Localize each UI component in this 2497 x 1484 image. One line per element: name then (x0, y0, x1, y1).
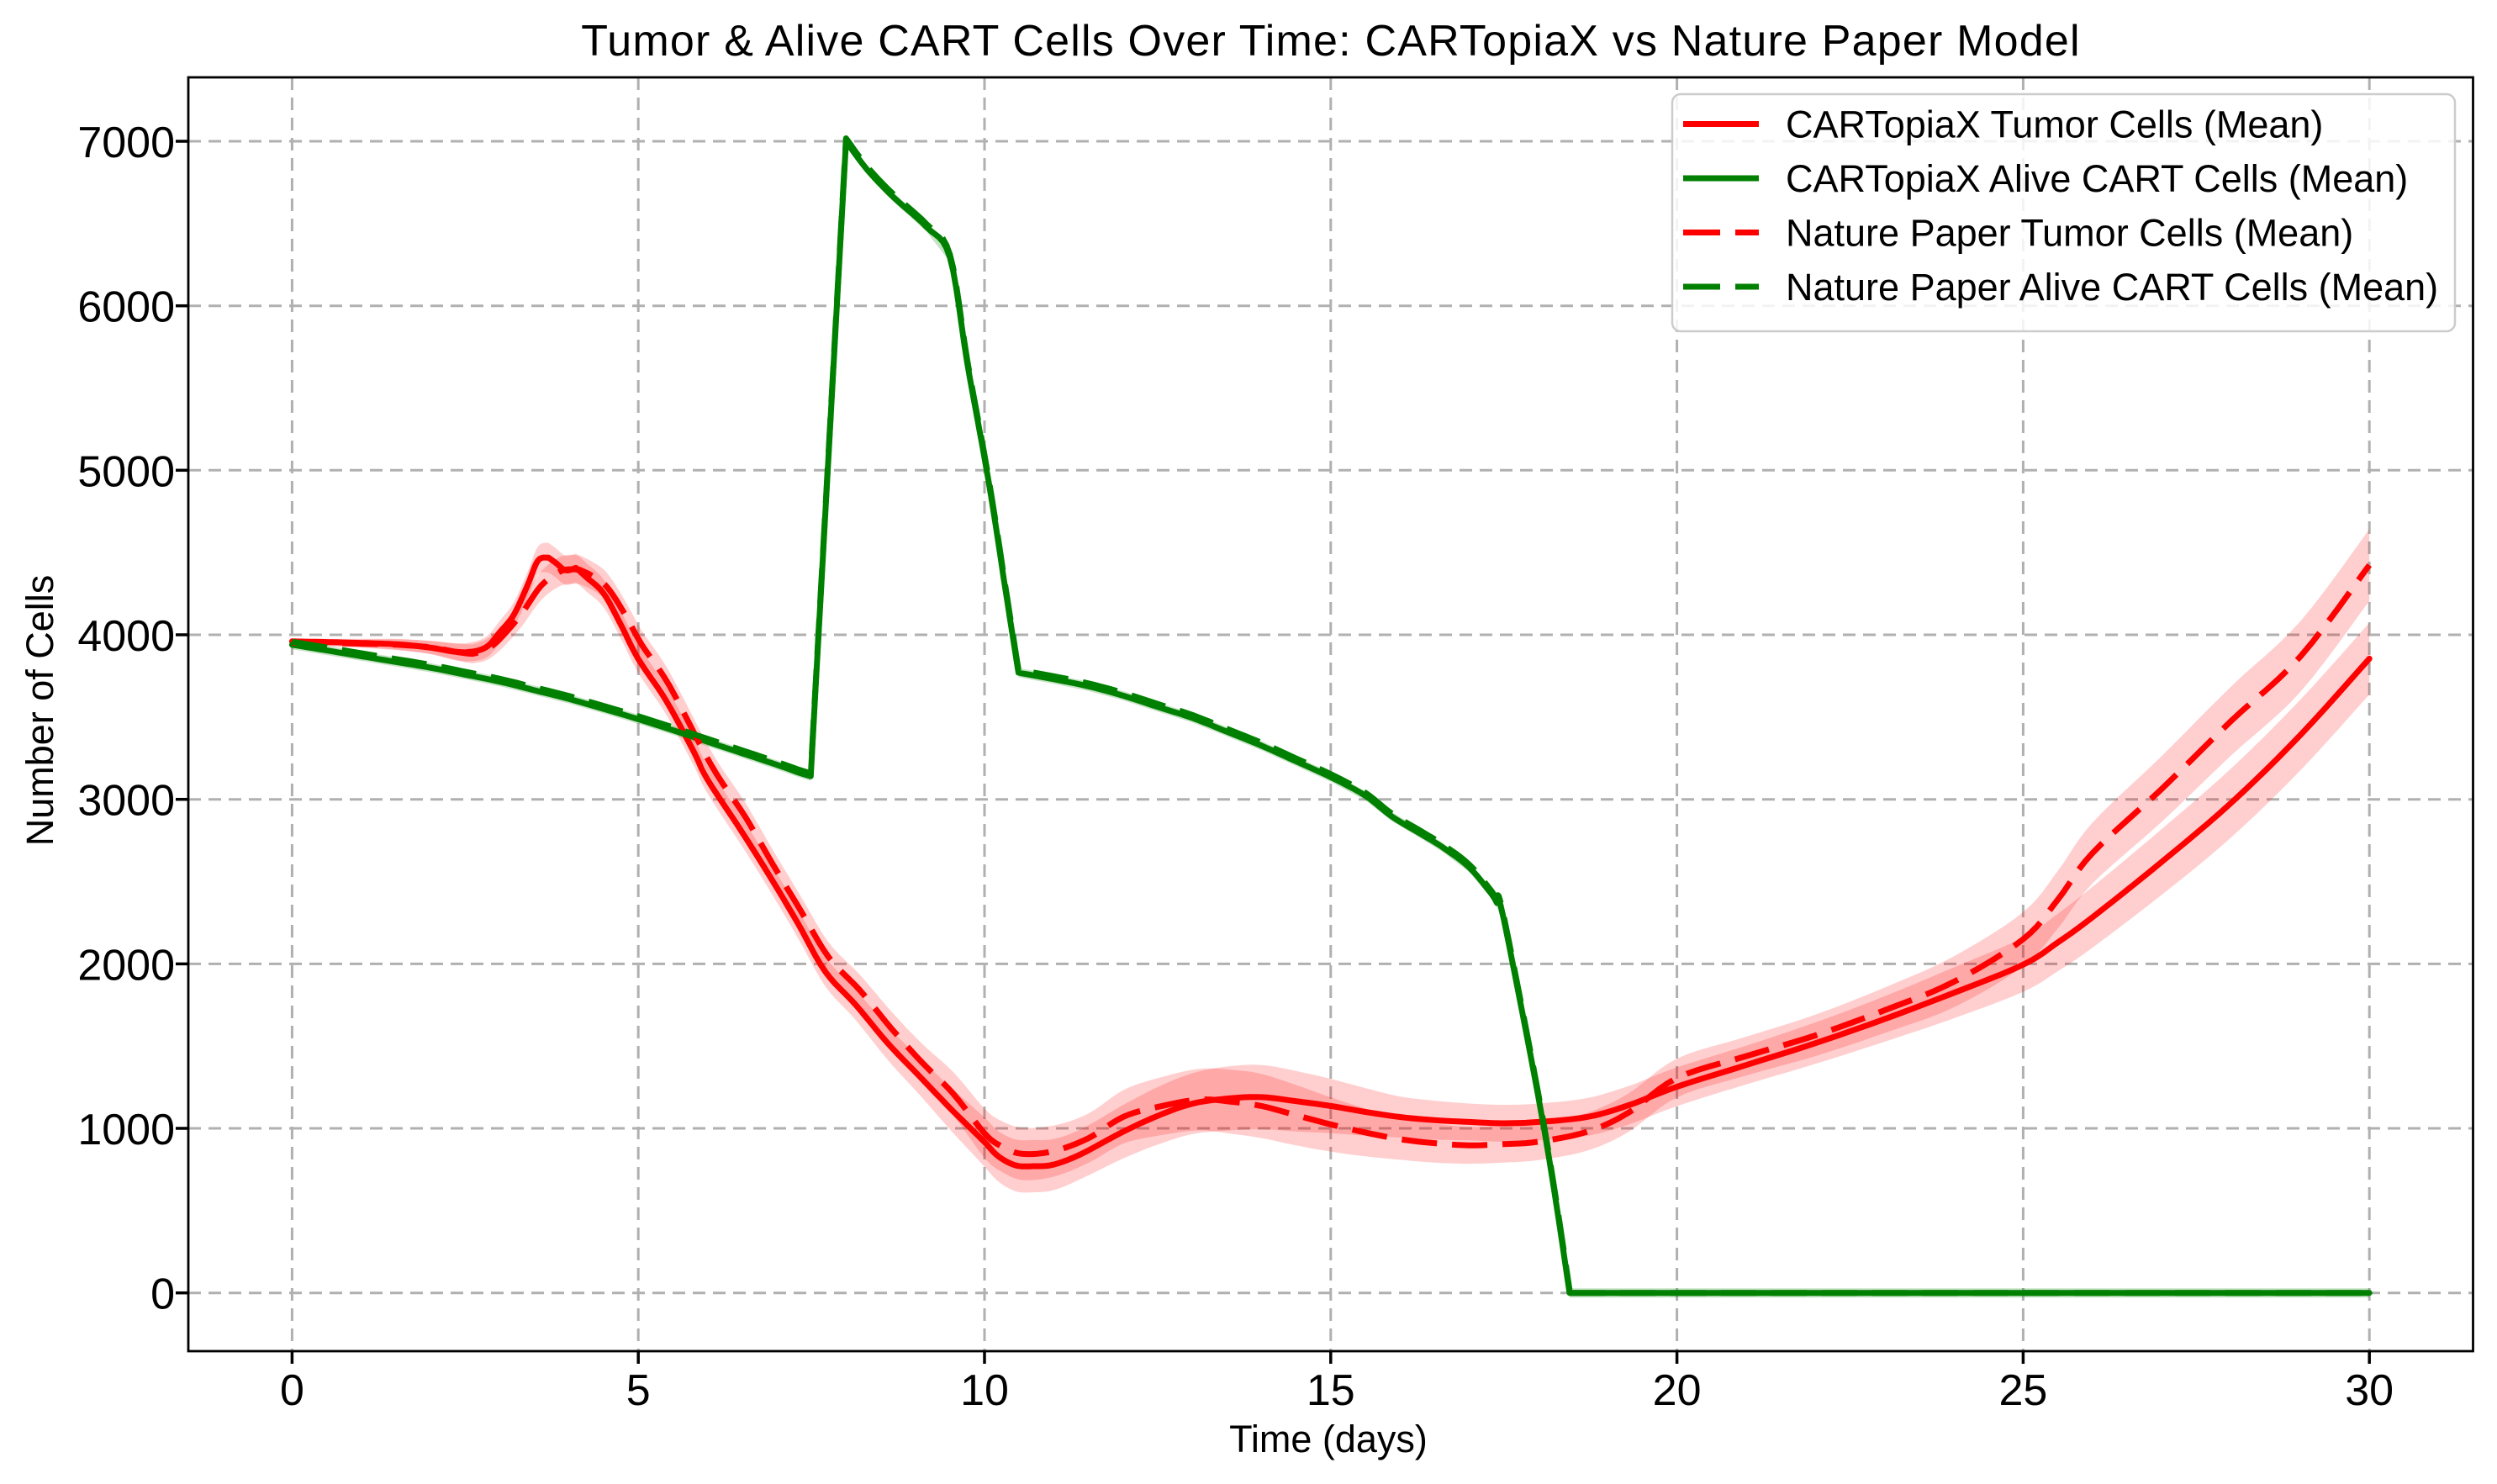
svg-text:Nature Paper Tumor Cells (Mean: Nature Paper Tumor Cells (Mean) (1786, 211, 2353, 254)
svg-text:5: 5 (626, 1366, 651, 1415)
svg-text:30: 30 (2345, 1366, 2394, 1415)
svg-text:CARTopiaX Alive CART Cells (Me: CARTopiaX Alive CART Cells (Mean) (1786, 157, 2408, 200)
svg-text:7000: 7000 (77, 119, 175, 167)
svg-text:5000: 5000 (77, 447, 175, 496)
svg-text:Nature Paper Alive CART Cells: Nature Paper Alive CART Cells (Mean) (1786, 266, 2438, 309)
svg-text:0: 0 (280, 1366, 304, 1415)
svg-text:2000: 2000 (77, 941, 175, 990)
svg-text:4000: 4000 (77, 612, 175, 661)
svg-text:20: 20 (1653, 1366, 1702, 1415)
svg-text:15: 15 (1307, 1366, 1355, 1415)
svg-text:CARTopiaX Tumor Cells (Mean): CARTopiaX Tumor Cells (Mean) (1786, 103, 2323, 145)
svg-text:3000: 3000 (77, 777, 175, 826)
svg-text:Tumor & Alive CART Cells Over: Tumor & Alive CART Cells Over Time: CART… (581, 17, 2081, 66)
svg-text:Number of Cells: Number of Cells (18, 575, 61, 847)
svg-text:10: 10 (960, 1366, 1009, 1415)
svg-text:Time (days): Time (days) (1229, 1418, 1428, 1460)
svg-text:6000: 6000 (77, 283, 175, 332)
svg-text:25: 25 (1998, 1366, 2047, 1415)
svg-text:1000: 1000 (77, 1106, 175, 1154)
svg-text:0: 0 (150, 1270, 175, 1319)
